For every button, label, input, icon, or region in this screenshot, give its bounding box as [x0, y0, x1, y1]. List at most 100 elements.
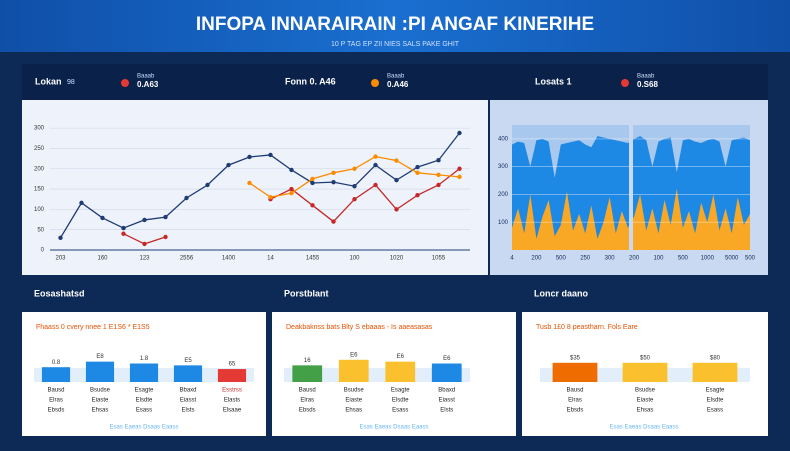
point: [100, 215, 105, 221]
x-tick-label: 4: [510, 256, 514, 262]
section-label: Eosashatsd: [34, 288, 85, 298]
line-series: [59, 132, 461, 239]
bar: [692, 362, 738, 382]
x-tick-label: 2556: [180, 256, 194, 262]
point: [373, 182, 378, 188]
bar: [41, 367, 71, 382]
x-tick-label: 100: [349, 256, 360, 262]
row-text: Eiaste: [345, 398, 362, 404]
bar-label: E5: [184, 358, 192, 364]
point: [205, 182, 210, 188]
x-tick-label: 203: [55, 256, 66, 262]
row-text: Bsudse: [635, 388, 656, 394]
point: [436, 158, 441, 163]
row-text: Eiasst: [180, 398, 197, 404]
kpi-dot: [371, 79, 379, 87]
row-text: Bsudse: [344, 388, 365, 394]
point: [373, 162, 378, 168]
point: [184, 195, 189, 201]
point: [436, 182, 441, 188]
kpi-label: Lokan: [35, 76, 62, 86]
title: INFOPA INNARAIRAIN :PI ANGAF KINERIHE: [196, 14, 594, 35]
bar-label: 0.8: [52, 360, 61, 366]
row-text: Esstrss: [222, 388, 242, 394]
bar-label: 16: [304, 358, 311, 364]
bar: [385, 361, 416, 382]
y-tick-label: 400: [498, 136, 509, 142]
y-tick-label: 300: [498, 164, 509, 170]
row-text: Esass: [392, 408, 408, 414]
row-text: Elsts: [440, 408, 453, 414]
point: [289, 190, 294, 196]
row-text: Bausd: [47, 388, 64, 394]
bar: [85, 361, 115, 382]
point: [163, 214, 168, 220]
kpi-sub: 98: [67, 79, 75, 86]
row-text: Elsdte: [707, 398, 724, 404]
section-label: Loncr daano: [534, 288, 589, 298]
section-subtitle: Fhaass 0 cvery nnee 1 E1S6 * E1S5: [36, 324, 150, 331]
bar: [129, 363, 159, 382]
row-text: Ehsas: [92, 408, 109, 414]
y-tick-label: 250: [34, 146, 45, 152]
x-tick-label: 1455: [306, 256, 320, 262]
row-text: Elsaae: [223, 408, 242, 414]
y-tick-label: 100: [498, 220, 509, 226]
point: [457, 174, 462, 180]
section-label: Porstblant: [284, 288, 329, 298]
point: [331, 179, 336, 185]
point: [58, 235, 63, 241]
point: [289, 186, 294, 192]
row-text: Ehsas: [345, 408, 362, 414]
kpi-strip: [22, 64, 768, 100]
bar-label: 1.8: [140, 356, 149, 362]
y-tick-label: 150: [34, 187, 45, 193]
y-tick-label: 100: [34, 207, 45, 213]
area-series: [512, 188, 750, 250]
bar: [338, 359, 369, 382]
point: [352, 197, 357, 202]
point: [268, 152, 273, 158]
x-tick-label: 123: [139, 256, 150, 262]
point: [247, 180, 252, 186]
x-tick-label: 160: [97, 256, 108, 262]
bar-label: $35: [570, 355, 581, 361]
y-tick-label: 0: [41, 248, 45, 254]
point: [247, 154, 252, 160]
row-text: Esagte: [391, 388, 410, 394]
section-footer: Esas Eaeas Dsaas Eaass: [609, 425, 678, 431]
bar-label: E8: [96, 354, 104, 360]
point: [352, 166, 357, 171]
x-tick-label: 5000: [725, 256, 739, 262]
kpi-dot: [121, 79, 129, 87]
bar-label: E6: [443, 356, 451, 362]
x-tick-label: 500: [745, 256, 756, 262]
row-text: Ebsds: [48, 408, 65, 414]
row-text: Eiasst: [439, 398, 456, 404]
point: [121, 225, 126, 231]
kpi-value: 0.A63: [137, 80, 159, 89]
row-text: Esass: [707, 408, 723, 414]
section-footer: Esas Eaeas Dsaas Eaass: [109, 425, 178, 431]
row-text: Bausd: [299, 388, 316, 394]
x-tick-label: 1020: [390, 256, 404, 262]
x-tick-label: 1055: [432, 256, 446, 262]
point: [310, 176, 315, 182]
x-tick-label: 500: [556, 256, 567, 262]
row-text: Bausd: [566, 388, 583, 394]
row-text: Elras: [568, 398, 582, 404]
x-tick-label: 500: [678, 256, 689, 262]
x-tick-label: 1000: [701, 256, 715, 262]
x-tick-label: 200: [531, 256, 542, 262]
point: [121, 231, 126, 236]
point: [226, 162, 231, 168]
row-text: Elras: [49, 398, 63, 404]
point: [394, 158, 399, 163]
bar: [431, 363, 462, 382]
y-tick-label: 300: [34, 126, 45, 132]
row-text: Ehsas: [637, 408, 654, 414]
point: [310, 203, 315, 208]
x-tick-label: 250: [580, 256, 591, 262]
